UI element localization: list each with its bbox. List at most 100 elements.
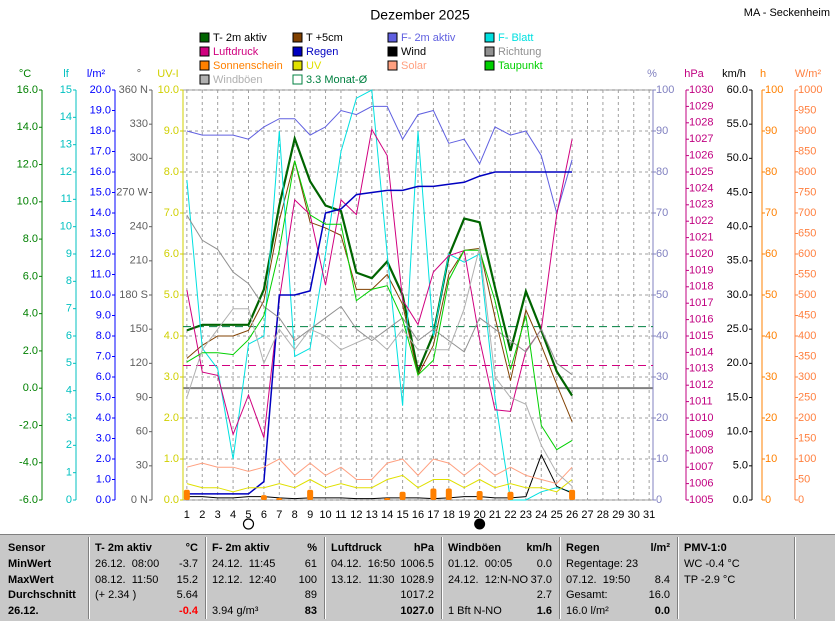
legend-swatch	[199, 74, 210, 85]
y-tick-label: 80	[656, 166, 668, 178]
cell-text: 26.12. 08:00	[95, 558, 160, 570]
y-tick-label: 0.0	[164, 494, 179, 506]
series-line	[186, 89, 573, 501]
x-tick-label: 21	[489, 509, 501, 521]
x-tick-label: 23	[520, 509, 532, 521]
bar	[260, 495, 267, 500]
legend-swatch	[484, 46, 495, 57]
x-tick-label: 30	[628, 509, 640, 521]
y-tick-label: 13	[60, 139, 72, 151]
row-label: Durchschnitt	[8, 589, 76, 601]
y-tick-label: 1.0	[164, 453, 179, 465]
y-tick-label: 0.0	[23, 382, 38, 394]
cell-value: 1027.0	[400, 605, 434, 617]
y-tick-label: 10	[60, 221, 72, 233]
y-tick-label: 30	[656, 371, 668, 383]
x-tick-label: 6	[261, 509, 267, 521]
y-tick-label: 1018	[689, 281, 713, 293]
y-tick-label: 55.0	[727, 118, 748, 130]
y-tick-label: 15	[60, 84, 72, 96]
y-tick-label: 6	[66, 330, 72, 342]
axis-title: hPa	[684, 68, 704, 80]
cell-text: TP -2.9 °C	[684, 574, 736, 586]
x-tick-label: 20	[474, 509, 486, 521]
cell-value: 1.6	[536, 605, 552, 617]
y-tick-label: 1026	[689, 150, 713, 162]
bar	[183, 489, 190, 500]
x-tick-label: 27	[581, 509, 593, 521]
axis-title: l/m²	[87, 68, 106, 80]
column-title: Luftdruck	[331, 542, 382, 554]
x-tick-label: 16	[412, 509, 424, 521]
y-tick-label: 9	[66, 248, 72, 260]
x-tick-label: 8	[292, 509, 298, 521]
x-tick-label: 3	[215, 509, 221, 521]
axis-title: %	[647, 68, 657, 80]
y-tick-label: 0	[66, 494, 72, 506]
cell-text: 13.12. 11:30	[331, 574, 395, 586]
y-tick-label: 10.0	[727, 426, 748, 438]
y-tick-label: 7	[66, 303, 72, 315]
x-tick-label: 25	[551, 509, 563, 521]
cell-text: 04.12. 16:50	[331, 558, 396, 570]
y-tick-label: 0.0	[96, 494, 111, 506]
x-tick-label: 18	[443, 509, 455, 521]
y-tick-label: 1016	[689, 314, 713, 326]
y-tick-label: 6.0	[96, 371, 111, 383]
cell-value: 1028.9	[400, 574, 434, 586]
legend-label: Wind	[401, 46, 426, 58]
y-tick-label: 1000	[798, 84, 822, 96]
legend-swatch	[292, 74, 303, 85]
legend-label: UV	[306, 60, 322, 72]
y-tick-label: 200	[798, 412, 816, 424]
y-tick-label: 1010	[689, 412, 713, 424]
y-tick-label: 14.0	[17, 121, 38, 133]
y-tick-label: 300	[798, 371, 816, 383]
cell-text: 1 Bft N-NO	[448, 605, 502, 617]
separator	[88, 537, 90, 619]
y-tick-label: 1017	[689, 297, 713, 309]
cell-value: 37.0	[530, 574, 552, 586]
row-label: 26.12.	[8, 605, 39, 617]
x-tick-label: 5	[245, 509, 251, 521]
y-tick-label: 0	[765, 494, 771, 506]
y-tick-label: 8.0	[23, 233, 38, 245]
axis-title: h	[760, 68, 766, 80]
series-line	[186, 474, 573, 493]
y-tick-label: 1030	[689, 84, 713, 96]
series-line	[186, 458, 573, 485]
y-tick-label: 19.0	[90, 104, 111, 116]
cell-text: 3.94 g/m³	[212, 605, 259, 617]
separator	[205, 537, 207, 619]
axis-title: °	[137, 68, 141, 80]
separator	[441, 537, 443, 619]
y-tick-label: 1019	[689, 264, 713, 276]
bar	[276, 497, 283, 500]
y-tick-label: 0	[798, 494, 804, 506]
y-tick-label: 60.0	[727, 84, 748, 96]
y-tick-label: 30	[136, 460, 148, 472]
y-tick-label: 1022	[689, 215, 713, 227]
x-tick-label: 24	[535, 509, 547, 521]
y-tick-label: 0.0	[733, 494, 748, 506]
y-tick-label: 5	[66, 357, 72, 369]
y-tick-label: 5.0	[733, 460, 748, 472]
column-title: T- 2m aktiv	[95, 542, 152, 554]
series-line	[186, 105, 573, 215]
cell-value: -0.4	[179, 605, 198, 617]
cell-text: 24.12. 12:N-NO	[448, 574, 529, 586]
y-tick-label: 4.0	[23, 308, 38, 320]
y-tick-label: 210	[130, 255, 148, 267]
legend-swatch	[484, 60, 495, 71]
x-tick-label: 17	[427, 509, 439, 521]
cell-text: Gesamt:	[566, 589, 608, 601]
legend-swatch	[199, 46, 210, 57]
y-tick-label: 3.0	[96, 432, 111, 444]
y-tick-label: 40.0	[727, 221, 748, 233]
y-tick-label: 10.0	[158, 84, 179, 96]
column-unit: %	[307, 542, 317, 554]
y-tick-label: 120	[130, 357, 148, 369]
moon-icon	[242, 518, 255, 530]
chart-title: Dezember 2025	[370, 7, 470, 23]
